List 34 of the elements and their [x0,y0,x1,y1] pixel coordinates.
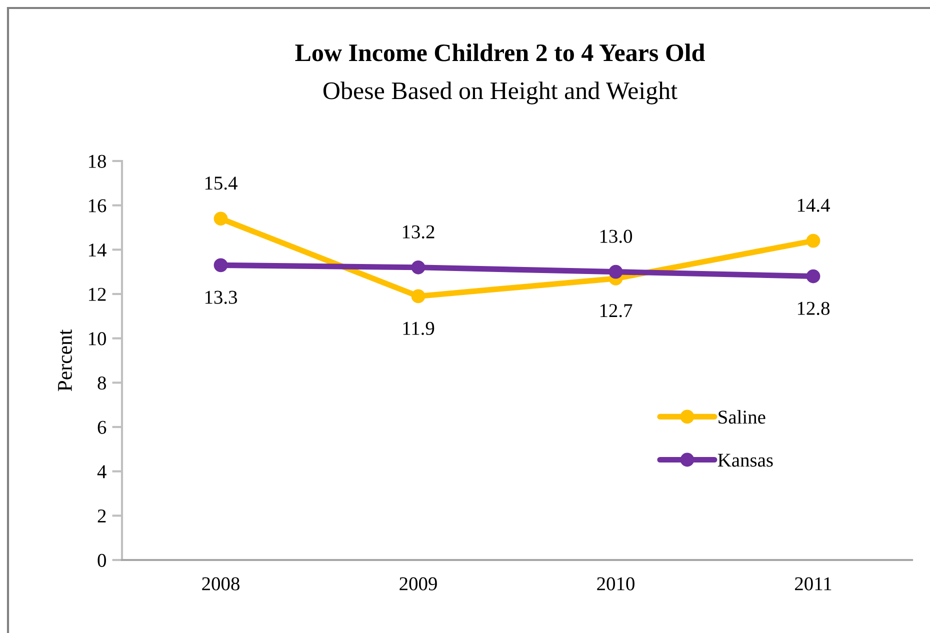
y-tick-label: 0 [98,554,106,567]
data-label: 11.9 [403,322,434,335]
point [411,260,426,274]
x-tick-label: 2010 [597,577,634,590]
y-tick-label: 14 [88,244,106,256]
point [214,258,228,272]
data-label: 13.0 [600,230,632,243]
data-label: 12.8 [798,302,830,316]
y-tick-label: 16 [88,199,106,212]
x-tick-label: 2011 [795,577,832,590]
y-tick-label: 8 [98,376,106,390]
y-tick-label: 4 [97,465,106,478]
data-label: 12.7 [600,304,632,318]
legend-label: Saline [718,410,766,424]
data-label: 13.2 [402,225,434,239]
x-tick-label: 2008 [202,577,240,590]
chart-subtitle: Obese Based on Height and Weight [323,82,678,104]
x-tick-label: 2009 [400,577,437,590]
legend-label: Kansas [718,454,773,467]
data-label: 14.4 [798,198,830,212]
chart-title: Low Income Children 2 to 4 Years Old [295,44,705,62]
y-tick-label: 10 [88,332,106,346]
point [214,212,228,226]
point [806,269,820,284]
point [608,264,623,279]
point [411,289,426,304]
y-tick-label: 18 [88,154,106,168]
y-tick-label: 12 [88,288,106,301]
y-tick-label: 2 [98,510,106,522]
y-axis-title: Percent [58,329,72,392]
y-tick-label: 6 [98,420,106,434]
data-label: 13.3 [205,290,238,304]
data-label: 15.4 [205,176,238,190]
point [806,234,820,248]
